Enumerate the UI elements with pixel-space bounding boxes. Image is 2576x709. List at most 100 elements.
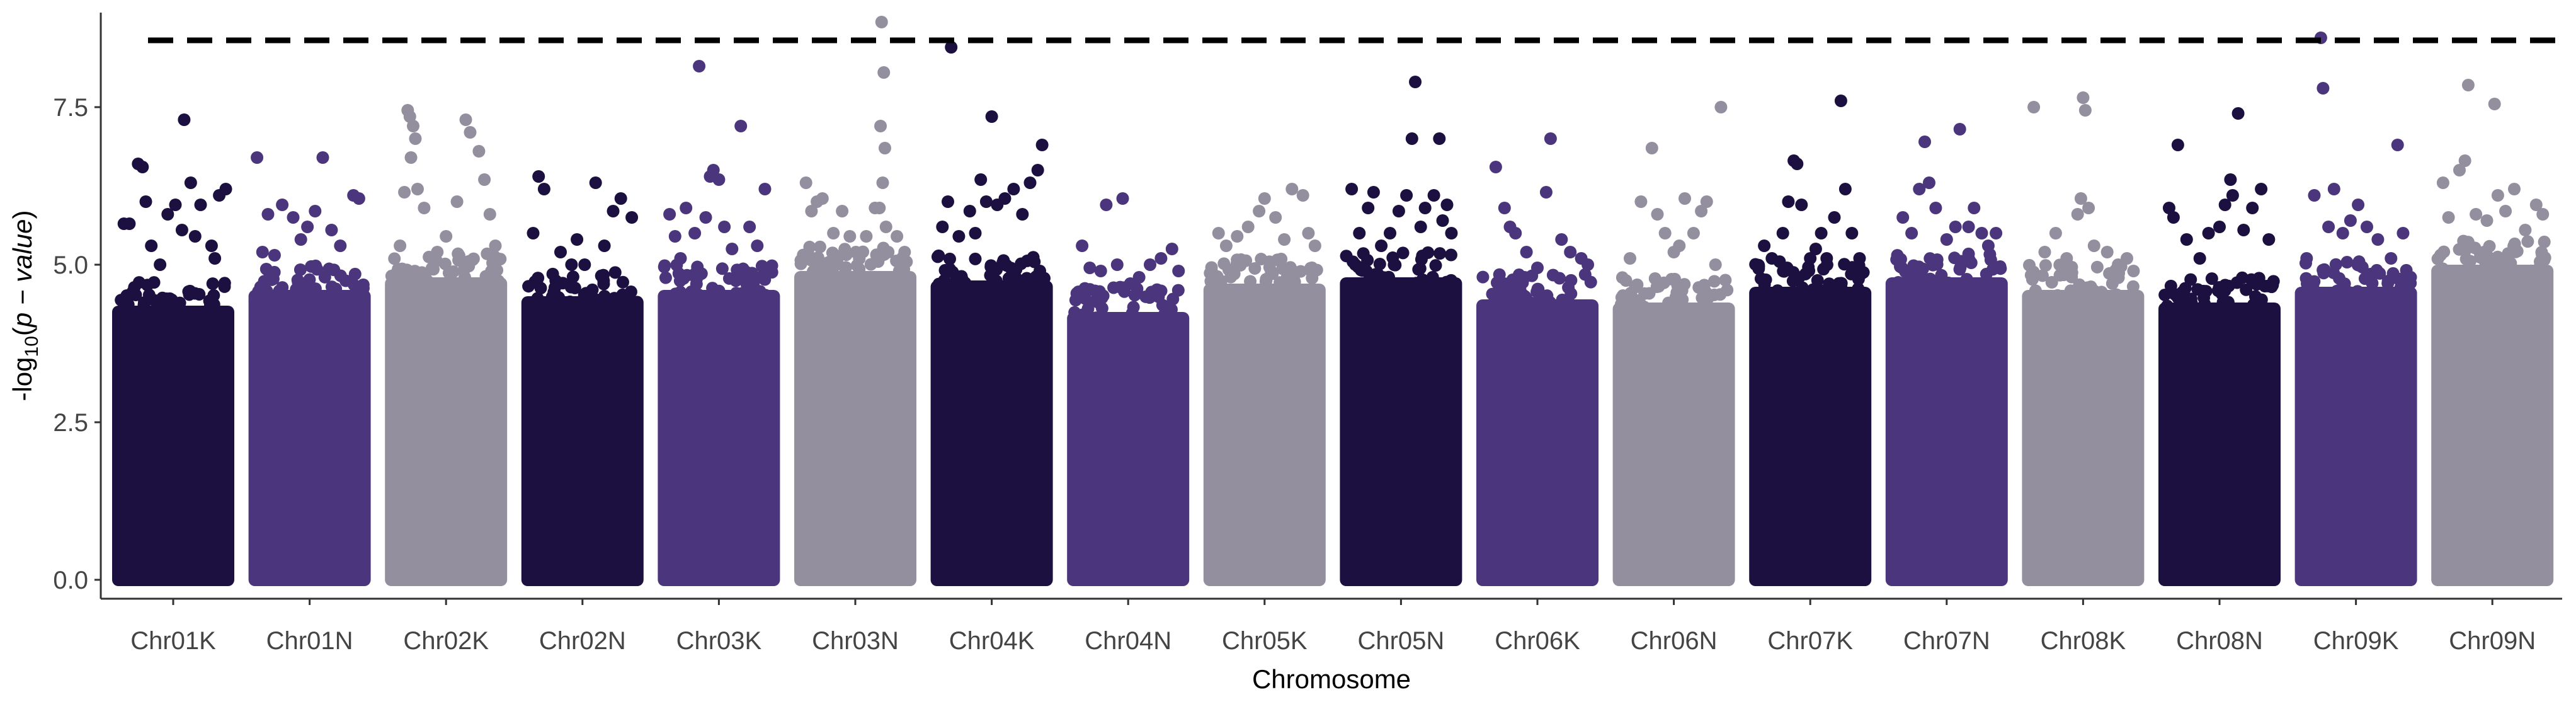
- snp-point-peak: [1795, 199, 1808, 211]
- snp-point-peak: [1990, 227, 2003, 239]
- snp-point: [1524, 306, 1537, 320]
- snp-point: [1612, 303, 1626, 316]
- snp-point: [729, 287, 743, 300]
- snp-point: [1244, 275, 1257, 288]
- snp-point-peak: [1016, 208, 1029, 221]
- snp-point-peak: [440, 230, 453, 243]
- snp-point: [1020, 272, 1034, 285]
- snp-point: [1108, 318, 1122, 331]
- snp-point: [1275, 253, 1288, 266]
- snp-point-peak: [2371, 233, 2385, 246]
- snp-point-peak: [1375, 239, 1388, 252]
- snp-point: [2070, 302, 2083, 315]
- snp-point-peak: [1700, 195, 1713, 208]
- snp-point: [1263, 255, 1276, 268]
- snp-point-peak: [827, 227, 840, 239]
- snp-point: [2205, 272, 2218, 285]
- chromosome-column: [930, 280, 1053, 586]
- snp-point: [311, 263, 324, 276]
- snp-point-peak: [1905, 227, 1918, 239]
- snp-point-peak: [952, 230, 966, 243]
- snp-point-peak: [2262, 233, 2276, 246]
- snp-point: [1506, 274, 1519, 287]
- snp-point: [1413, 262, 1427, 275]
- snp-point-peak: [1687, 227, 1700, 239]
- snp-point: [1260, 289, 1274, 303]
- snp-point: [1013, 287, 1026, 300]
- snp-point-peak: [2112, 258, 2125, 271]
- x-tick-label: Chr04K: [949, 627, 1035, 655]
- snp-point: [1948, 251, 1961, 265]
- chromosome-column: [1885, 277, 2008, 586]
- snp-point-peak: [805, 205, 818, 217]
- snp-point-peak: [878, 142, 891, 154]
- x-tick-label: Chr06K: [1495, 627, 1580, 655]
- snp-point: [1377, 271, 1391, 284]
- snp-point: [2037, 289, 2051, 303]
- snp-point: [1852, 282, 1865, 296]
- snp-point-peak: [1658, 227, 1672, 239]
- snp-point: [1540, 306, 1553, 320]
- snp-point-peak: [251, 151, 264, 164]
- snp-point-peak: [464, 126, 477, 139]
- snp-point-peak: [459, 113, 472, 126]
- chromosome-column: [1067, 312, 1190, 586]
- y-axis-title-subscript: 10: [21, 336, 42, 357]
- snp-point: [452, 253, 465, 267]
- y-tick-label: 5.0: [53, 251, 88, 279]
- snp-point-peak: [1544, 132, 1557, 145]
- snp-point: [203, 294, 216, 308]
- snp-point: [1759, 273, 1772, 286]
- snp-point: [309, 282, 322, 296]
- snp-point: [1719, 274, 1732, 287]
- x-axis-title: Chromosome: [1252, 664, 1411, 694]
- snp-point-peak: [1582, 258, 1595, 271]
- snp-point: [1266, 267, 1279, 280]
- snp-point-peak: [2344, 214, 2357, 227]
- snp-point: [1139, 290, 1153, 303]
- snp-point-peak: [403, 110, 416, 123]
- snp-point: [218, 280, 231, 293]
- snp-point: [2535, 273, 2548, 286]
- snp-point: [1364, 288, 1377, 301]
- snp-point: [1619, 274, 1633, 287]
- snp-point-peak: [1498, 202, 1511, 214]
- snp-point: [685, 286, 698, 299]
- snp-point: [1483, 309, 1496, 322]
- snp-point: [1646, 313, 1659, 326]
- snp-point: [938, 263, 952, 277]
- snp-point: [128, 280, 141, 294]
- x-tick-label: Chr07K: [1767, 627, 1853, 655]
- snp-point-peak: [2038, 246, 2051, 258]
- snp-point-peak: [431, 246, 444, 258]
- snp-point: [969, 252, 982, 265]
- chromosome-column: [112, 306, 234, 586]
- snp-point: [1476, 270, 1490, 284]
- snp-point: [885, 282, 898, 295]
- snp-point: [826, 246, 839, 260]
- x-tick-label: Chr05N: [1357, 627, 1444, 655]
- snp-point: [2064, 284, 2077, 297]
- snp-point: [853, 252, 866, 265]
- snp-point-peak: [876, 176, 889, 189]
- snp-point: [1233, 291, 1246, 304]
- snp-point-peak: [175, 224, 188, 236]
- snp-point-peak: [398, 186, 411, 199]
- snp-point: [2355, 292, 2368, 306]
- snp-point-peak: [2060, 252, 2073, 265]
- snp-point: [715, 262, 729, 275]
- snp-point: [2521, 235, 2534, 248]
- snp-point: [1433, 247, 1447, 260]
- snp-point-peak: [450, 195, 464, 208]
- snp-point: [1002, 272, 1015, 285]
- snp-point: [1749, 258, 1762, 271]
- snp-point: [1771, 284, 1784, 297]
- chromosome-column: [2294, 287, 2417, 586]
- snp-point-peak: [1007, 183, 1020, 195]
- snp-point-peak: [2480, 214, 2493, 227]
- snp-point-peak: [2237, 224, 2250, 236]
- x-tick-label: Chr08N: [2176, 627, 2263, 655]
- snp-point: [1546, 268, 1559, 282]
- snp-point-peak: [478, 173, 491, 186]
- snp-point: [348, 289, 361, 302]
